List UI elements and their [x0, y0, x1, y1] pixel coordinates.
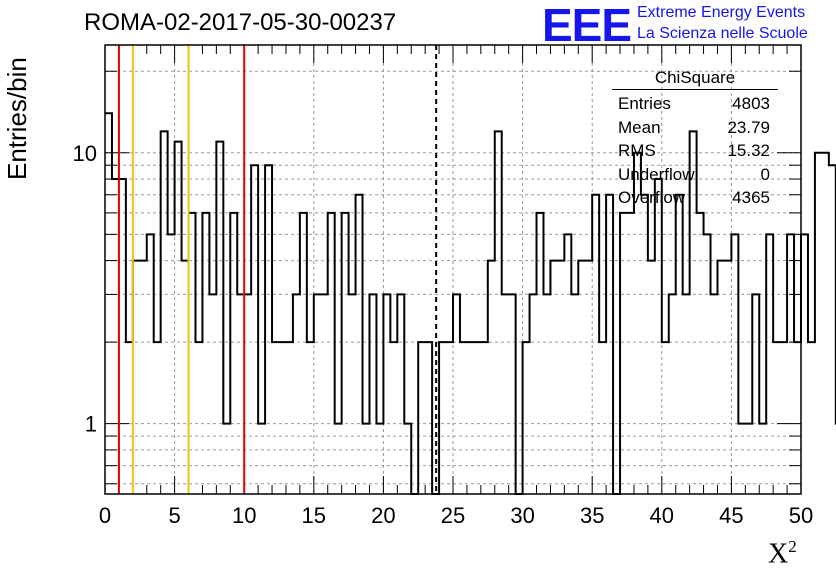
stat-label: RMS	[618, 141, 656, 160]
x-tick-label: 50	[789, 503, 813, 528]
x-tick-label: 10	[232, 503, 256, 528]
x-tick-label: 20	[371, 503, 395, 528]
stat-row-overflow: Overflow 4365	[612, 186, 778, 210]
x-tick-label: 25	[441, 503, 465, 528]
x-tick-label: 5	[168, 503, 180, 528]
x-tick-label: 40	[650, 503, 674, 528]
x-tick-label: 35	[580, 503, 604, 528]
eee-logo: EEE Extreme Energy Events La Scienza nel…	[542, 2, 832, 48]
stats-box: ChiSquare Entries 4803 Mean 23.79 RMS 15.32…	[612, 68, 778, 210]
x-axis-label-text: X	[768, 538, 789, 570]
logo-mark: EEE	[542, 0, 632, 51]
x-tick-label: 45	[719, 503, 743, 528]
stat-label: Mean	[618, 117, 661, 137]
x-axis-label-superscript: 2	[788, 537, 797, 556]
stat-label: Overflow	[618, 188, 686, 207]
x-tick-label: 15	[302, 503, 326, 528]
stat-value: 4365	[732, 188, 770, 207]
chart-title: ROMA-02-2017-05-30-00237	[84, 9, 397, 36]
stat-value: 23.79	[727, 117, 770, 137]
logo-line2: La Scienza nelle Scuole	[637, 25, 808, 42]
stat-label: Underflow	[618, 164, 695, 184]
histogram-series	[105, 112, 836, 495]
stat-row-rms: RMS 15.32	[612, 139, 778, 163]
stat-row-entries: Entries 4803	[612, 92, 778, 116]
x-axis-label: X2	[768, 537, 797, 570]
plot-frame	[104, 44, 802, 495]
y-tick-label: 10	[73, 141, 97, 166]
x-tick-label: 0	[99, 503, 111, 528]
stat-label: Entries	[618, 94, 671, 113]
logo-line1: Extreme Energy Events	[637, 4, 806, 21]
x-tick-label: 30	[510, 503, 534, 528]
stat-value: 15.32	[727, 141, 770, 160]
y-tick-label: 1	[85, 412, 97, 437]
stat-value: 4803	[732, 94, 770, 113]
stat-row-underflow: Underflow 0	[612, 163, 778, 187]
stat-row-mean: Mean 23.79	[612, 116, 778, 140]
stats-title: ChiSquare	[612, 68, 778, 90]
stat-value: 0	[760, 164, 770, 184]
